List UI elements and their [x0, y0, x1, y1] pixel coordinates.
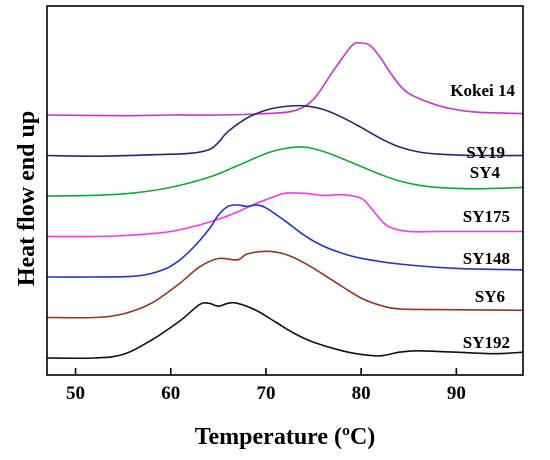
x-tick-label-80: 80 — [352, 383, 371, 404]
curves-layer — [46, 41, 524, 360]
series-line-kokei-14 — [46, 41, 524, 117]
series-label-sy175: SY175 — [463, 207, 510, 226]
series-line-sy19 — [46, 104, 524, 158]
x-tick-label-90: 90 — [447, 383, 466, 404]
x-axis-tick-labels: 50 60 70 80 90 — [66, 383, 466, 404]
series-label-sy6: SY6 — [475, 287, 505, 306]
series-label-sy19: SY19 — [466, 143, 505, 162]
series-label-sy148: SY148 — [463, 249, 510, 268]
series-line-sy6 — [46, 250, 524, 319]
series-label-kokei-14: Kokei 14 — [450, 81, 515, 100]
series-label-sy192: SY192 — [463, 333, 510, 352]
series-line-sy175 — [46, 192, 523, 238]
series-label-sy4: SY4 — [470, 163, 501, 182]
x-tick-label-50: 50 — [66, 383, 85, 404]
x-tick-label-60: 60 — [161, 383, 180, 404]
x-tick-label-70: 70 — [256, 383, 275, 404]
y-axis-title: Heat flow end up — [14, 111, 40, 286]
x-axis-ticks — [74, 368, 458, 375]
series-line-sy148 — [46, 204, 524, 278]
x-axis-title: Temperature (ºC) — [195, 424, 376, 450]
series-line-sy4 — [46, 146, 524, 197]
plot-frame — [46, 5, 524, 376]
series-line-sy192 — [46, 301, 524, 360]
